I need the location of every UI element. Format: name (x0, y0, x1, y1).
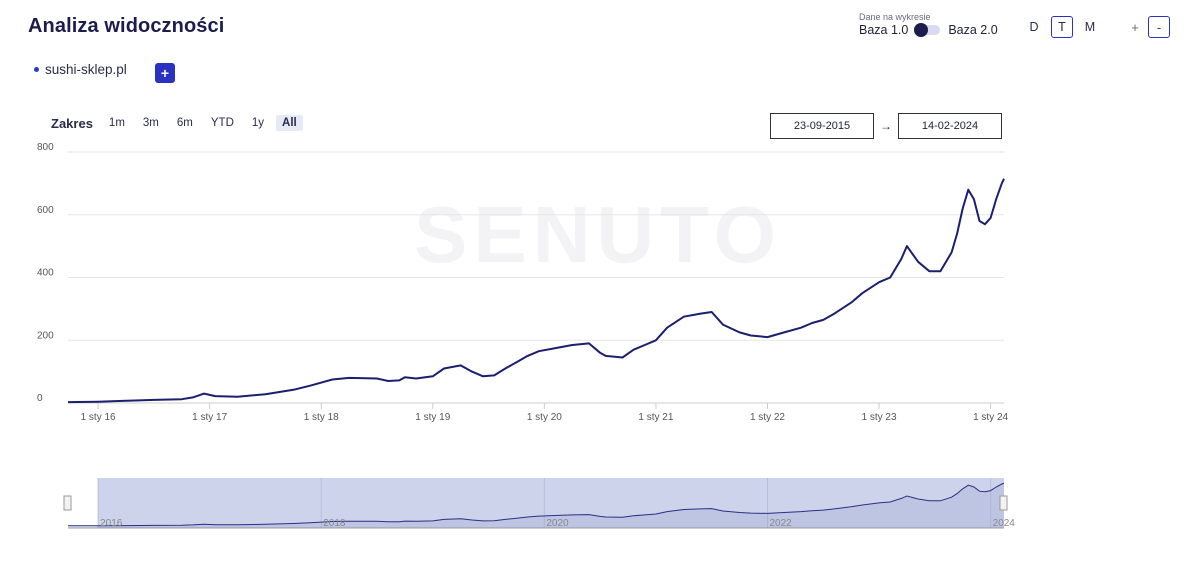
navigator-tick-label: 2018 (323, 518, 346, 529)
x-tick-label: 1 sty 19 (415, 412, 450, 423)
navigator-tick-label: 2020 (546, 518, 569, 529)
zoom-out-button[interactable]: - (1148, 16, 1170, 38)
x-tick-label: 1 sty 22 (750, 412, 785, 423)
senuto-watermark: SENUTO (414, 190, 782, 279)
domain-legend-item[interactable]: sushi-sklep.pl (34, 62, 127, 77)
range-selector: Zakres 1m 3m 6m YTD 1y All (51, 115, 309, 131)
period-week-button[interactable]: T (1051, 16, 1073, 38)
domain-color-dot (34, 67, 39, 72)
date-from-input[interactable]: 23-09-2015 (770, 113, 874, 139)
x-tick-label: 1 sty 18 (304, 412, 339, 423)
zoom-in-button[interactable]: + (1131, 19, 1139, 35)
x-tick-label: 1 sty 24 (973, 412, 1008, 423)
navigator-line (68, 482, 1005, 527)
y-tick-label: 600 (37, 205, 54, 216)
range-6m-button[interactable]: 6m (176, 117, 193, 129)
navigator-handle-left[interactable] (63, 495, 72, 511)
navigator-area (68, 483, 1004, 528)
y-tick-label: 400 (37, 268, 54, 279)
navigator-tick-label: 2022 (769, 518, 792, 529)
x-tick-label: 1 sty 20 (527, 412, 562, 423)
navigator-handle-right[interactable] (999, 495, 1008, 511)
base-toggle: Dane na wykresie Baza 1.0 Baza 2.0 (859, 12, 998, 37)
base-switch[interactable] (914, 23, 941, 37)
y-tick-label: 800 (37, 142, 54, 153)
navigator-tick-label: 2016 (100, 518, 123, 529)
x-tick-label: 1 sty 23 (862, 412, 897, 423)
y-tick-label: 200 (37, 330, 54, 341)
base-1-label[interactable]: Baza 1.0 (859, 23, 909, 37)
x-axis: 1 sty 16 1 sty 17 1 sty 18 1 sty 19 1 sty 20… (81, 403, 1009, 423)
page-title: Analiza widoczności (28, 15, 225, 37)
base-switch-knob (914, 23, 929, 37)
base-2-label[interactable]: Baza 2.0 (948, 23, 998, 37)
navigator-grid (68, 478, 1004, 529)
zoom-buttons: + - (1124, 16, 1170, 38)
period-day-button[interactable]: D (1029, 20, 1039, 34)
navigator-background (98, 478, 1004, 528)
period-month-button[interactable]: M (1084, 20, 1096, 34)
navigator-labels: 2016 2018 2020 2022 2024 (100, 518, 1015, 529)
base-toggle-caption: Dane na wykresie (859, 12, 931, 22)
y-tick-label: 0 (37, 393, 43, 404)
series-line-sushi-sklep (67, 178, 1005, 404)
x-tick-label: 1 sty 21 (638, 412, 673, 423)
domain-name: sushi-sklep.pl (45, 62, 127, 77)
date-range-arrow: → (880, 119, 892, 133)
range-3m-button[interactable]: 3m (142, 117, 159, 129)
navigator[interactable]: 2016 2018 2020 2022 2024 (63, 478, 1015, 529)
x-tick-label: 1 sty 16 (81, 412, 116, 423)
add-domain-button[interactable]: + (155, 63, 175, 83)
period-buttons: D T M (1023, 16, 1101, 38)
date-to-input[interactable]: 14-02-2024 (898, 113, 1002, 139)
range-1m-button[interactable]: 1m (108, 117, 125, 129)
x-tick-label: 1 sty 17 (192, 412, 227, 423)
range-title: Zakres (51, 115, 93, 131)
range-ytd-button[interactable]: YTD (210, 117, 234, 129)
range-1y-button[interactable]: 1y (251, 117, 265, 129)
range-all-button[interactable]: All (276, 115, 303, 131)
y-axis: 0 200 400 600 800 (37, 142, 54, 404)
navigator-tick-label: 2024 (993, 518, 1016, 529)
grid-lines (68, 151, 1004, 404)
